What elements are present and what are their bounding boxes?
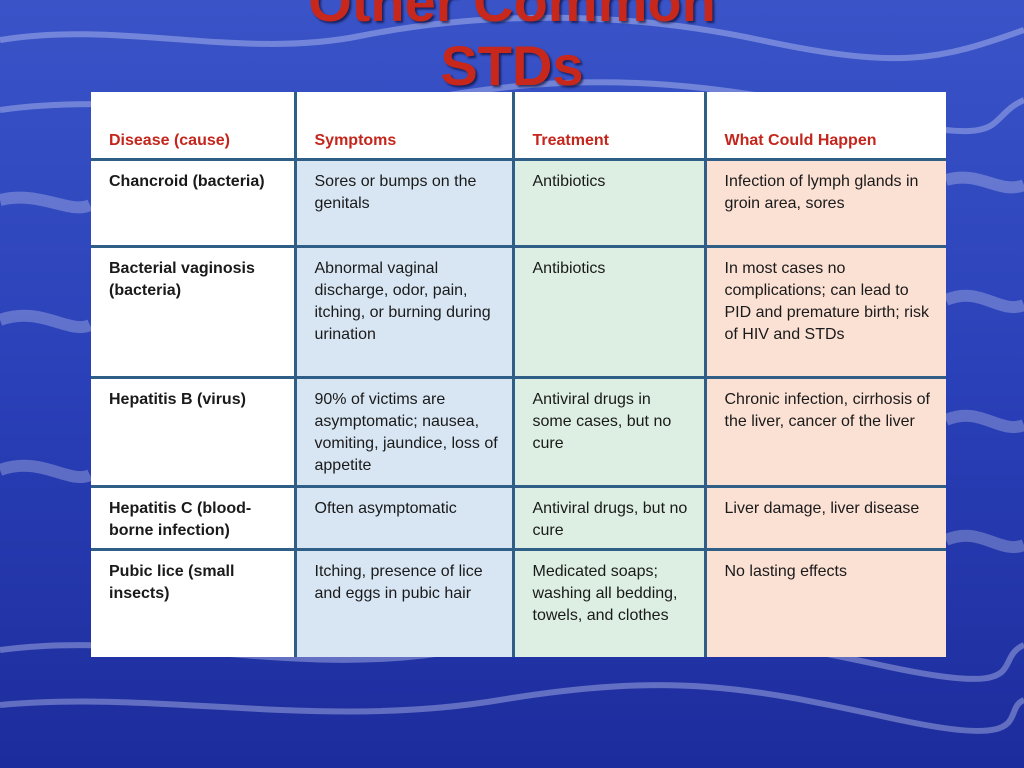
treatment-cell: Antiviral drugs, but no cure — [511, 486, 705, 551]
disease-cell: Hepatitis C (blood-borne infection) — [91, 486, 295, 551]
symptoms-cell: Abnormal vaginal discharge, odor, pain, … — [293, 246, 513, 379]
outcome-cell: Liver damage, liver disease — [703, 486, 946, 551]
header-treatment: Treatment — [511, 92, 705, 161]
slide-title-line2: STDs — [440, 34, 584, 97]
symptoms-cell: Often asymptomatic — [293, 486, 513, 551]
disease-cell: Chancroid (bacteria) — [91, 159, 295, 248]
treatment-cell: Medicated soaps; washing all bedding, to… — [511, 549, 705, 657]
outcome-cell: No lasting effects — [703, 549, 946, 657]
table-row: Pubic lice (small insects) Itching, pres… — [91, 549, 946, 657]
std-table: Disease (cause) Symptoms Treatment What … — [91, 92, 946, 657]
table-row: Hepatitis C (blood-borne infection) Ofte… — [91, 486, 946, 551]
disease-cell: Pubic lice (small insects) — [91, 549, 295, 657]
slide-title: Other Common STDs — [0, 0, 1024, 98]
outcome-cell: Infection of lymph glands in groin area,… — [703, 159, 946, 248]
treatment-cell: Antibiotics — [511, 159, 705, 248]
treatment-cell: Antiviral drugs in some cases, but no cu… — [511, 377, 705, 488]
table-header-row: Disease (cause) Symptoms Treatment What … — [91, 92, 946, 161]
disease-cell: Hepatitis B (virus) — [91, 377, 295, 488]
header-symptoms: Symptoms — [293, 92, 513, 161]
symptoms-cell: 90% of victims are asymptomatic; nausea,… — [293, 377, 513, 488]
header-what-could-happen: What Could Happen — [703, 92, 946, 161]
treatment-cell: Antibiotics — [511, 246, 705, 379]
slide-title-line1: Other Common — [308, 0, 716, 33]
symptoms-cell: Itching, presence of lice and eggs in pu… — [293, 549, 513, 657]
table-row: Chancroid (bacteria) Sores or bumps on t… — [91, 159, 946, 248]
header-disease: Disease (cause) — [91, 92, 295, 161]
outcome-cell: Chronic infection, cirrhosis of the live… — [703, 377, 946, 488]
std-table-container: Disease (cause) Symptoms Treatment What … — [91, 92, 946, 657]
disease-cell: Bacterial vaginosis (bacteria) — [91, 246, 295, 379]
symptoms-cell: Sores or bumps on the genitals — [293, 159, 513, 248]
table-row: Bacterial vaginosis (bacteria) Abnormal … — [91, 246, 946, 379]
outcome-cell: In most cases no complications; can lead… — [703, 246, 946, 379]
table-row: Hepatitis B (virus) 90% of victims are a… — [91, 377, 946, 488]
